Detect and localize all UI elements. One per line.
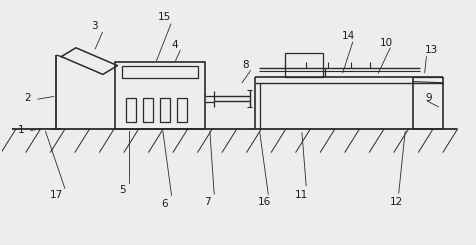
Bar	[159, 98, 170, 122]
Bar	[115, 62, 205, 129]
Text: 5: 5	[119, 185, 126, 195]
Text: 11: 11	[295, 190, 308, 200]
Text: 17: 17	[50, 190, 63, 200]
Text: 10: 10	[380, 38, 393, 48]
Text: 7: 7	[204, 197, 211, 207]
Text: 4: 4	[171, 40, 178, 50]
Bar	[143, 98, 153, 122]
Text: 13: 13	[425, 45, 438, 55]
Text: 3: 3	[91, 21, 98, 31]
Text: 14: 14	[342, 31, 356, 41]
Text: 8: 8	[242, 60, 248, 70]
Bar	[122, 66, 198, 78]
Text: 9: 9	[426, 93, 432, 103]
Text: 1: 1	[18, 125, 24, 135]
Text: 12: 12	[389, 197, 403, 207]
Bar	[126, 98, 136, 122]
Bar	[177, 98, 187, 122]
Text: 16: 16	[258, 197, 270, 207]
Text: 2: 2	[25, 93, 31, 103]
Text: 6: 6	[161, 199, 168, 209]
Text: 15: 15	[158, 12, 171, 22]
Bar	[285, 53, 323, 77]
